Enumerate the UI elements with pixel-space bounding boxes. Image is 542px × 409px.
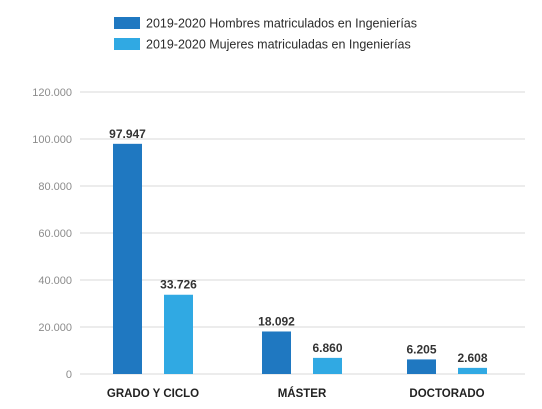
bar-hombres-2: [262, 331, 291, 374]
bar-mujeres-1: [164, 294, 193, 374]
x-category-label: GRADO Y CICLO: [107, 388, 199, 400]
data-label: 2.608: [457, 351, 487, 365]
y-tick-label: 100.000: [32, 134, 72, 146]
data-label: 97.947: [109, 127, 146, 141]
y-tick-label: 40.000: [38, 275, 72, 287]
legend-label-2: 2019-2020 Mujeres matriculadas en Ingeni…: [146, 38, 411, 52]
y-axis-ticks: 0 20.000 40.000 60.000 80.000 100.000 120.000: [32, 87, 72, 381]
y-tick-label: 20.000: [38, 322, 72, 334]
bar-mujeres-2: [313, 357, 342, 374]
x-category-label: MÁSTER: [278, 387, 327, 400]
bar-hombres-1: [113, 143, 142, 374]
y-tick-label: 120.000: [32, 87, 72, 99]
y-tick-label: 80.000: [38, 181, 72, 193]
grid-lines: [80, 91, 525, 375]
legend-label-1: 2019-2020 Hombres matriculados en Ingeni…: [146, 17, 417, 31]
bars: [113, 143, 487, 374]
x-axis-categories: GRADO Y CICLO MÁSTER DOCTORADO: [107, 387, 485, 400]
legend: 2019-2020 Hombres matriculados en Ingeni…: [114, 17, 417, 52]
bar-mujeres-3: [458, 367, 487, 374]
legend-swatch-1: [114, 17, 140, 29]
data-label: 6.860: [312, 341, 342, 355]
data-label: 18.092: [258, 314, 295, 328]
y-tick-label: 60.000: [38, 228, 72, 240]
data-label: 33.726: [160, 278, 197, 292]
value-labels: 97.947 33.726 18.092 6.860 6.205 2.608: [109, 127, 488, 365]
bar-hombres-3: [407, 359, 436, 374]
y-tick-label: 0: [66, 369, 72, 381]
legend-swatch-2: [114, 38, 140, 50]
x-category-label: DOCTORADO: [409, 388, 484, 400]
data-label: 6.205: [406, 342, 436, 356]
